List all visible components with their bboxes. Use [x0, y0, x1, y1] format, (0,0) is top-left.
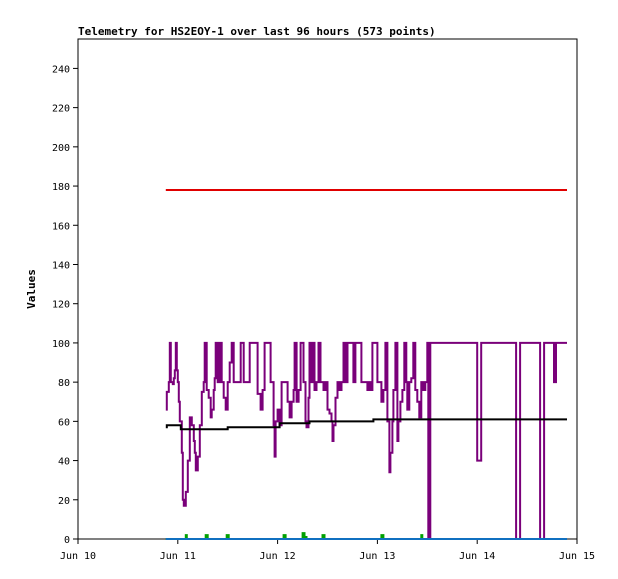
y-tick-label: 180 [52, 182, 70, 193]
x-axis-ticks: Jun 10 Jun 11 Jun 12 Jun 13 Jun 14 Jun 15 [60, 539, 595, 562]
y-tick-label: 100 [52, 339, 70, 350]
y-tick-label: 60 [58, 417, 70, 428]
chart-title: Telemetry for HS2EOY-1 over last 96 hour… [78, 25, 436, 38]
x-tick-label: Jun 14 [459, 551, 495, 562]
x-tick-label: Jun 15 [559, 551, 595, 562]
x-tick-label: Jun 12 [260, 551, 296, 562]
plot-frame [77, 38, 578, 540]
series-line-3 [165, 418, 567, 431]
y-tick-label: 160 [52, 221, 70, 232]
y-axis-ticks: 0 20 40 60 80 100 120 140 160 180 200 220 240 [52, 64, 78, 546]
y-axis-label: Values [25, 269, 38, 309]
x-tick-label: Jun 13 [359, 551, 395, 562]
y-tick-label: 220 [52, 104, 70, 115]
series-layer [165, 189, 567, 540]
y-tick-label: 40 [58, 457, 70, 468]
y-tick-label: 200 [52, 143, 70, 154]
y-tick-label: 140 [52, 260, 70, 271]
x-tick-label: Jun 11 [160, 551, 196, 562]
y-tick-label: 120 [52, 300, 70, 311]
y-tick-label: 0 [64, 535, 70, 546]
y-tick-label: 80 [58, 378, 70, 389]
y-tick-label: 240 [52, 64, 70, 75]
series-line-2 [165, 341, 567, 540]
y-tick-label: 20 [58, 496, 70, 507]
x-tick-label: Jun 10 [60, 551, 96, 562]
